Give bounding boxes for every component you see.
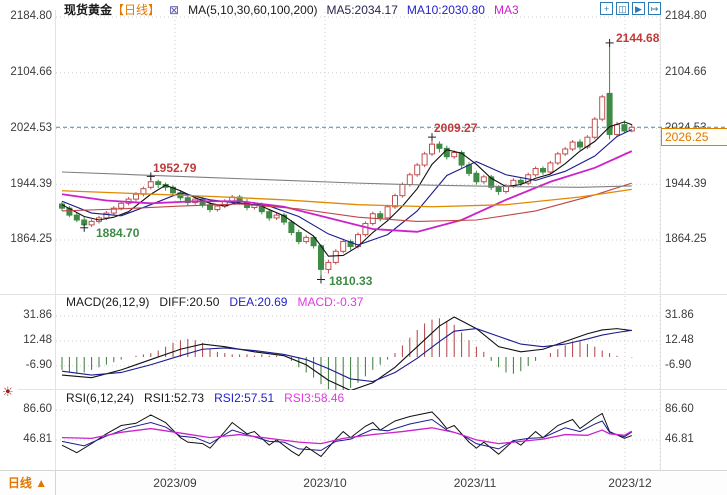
rsi-header: RSI(6,12,24) RSI1:52.73 RSI2:57.51 RSI3:… [66,391,344,405]
rsi-axis-left-tick: 46.81 [23,433,52,445]
main-axis-right-tick: 2104.66 [665,65,707,78]
rsi-axis-right-tick: 86.60 [665,403,694,415]
sun-icon[interactable]: ☀ [2,384,14,399]
main-axis-left-tick: 2024.53 [10,121,52,134]
timeframe-selector[interactable]: 日线 ▲ [0,471,56,495]
ma10-value: MA10:2030.80 [406,2,485,17]
date-tick: 2023/10 [303,476,347,490]
rsi1-value: RSI1:52.73 [144,391,205,405]
macd-axis-left-tick: 31.86 [23,309,52,321]
date-tick: 2023/09 [153,476,197,490]
crosshair-icon[interactable]: + [600,2,613,15]
rsi3-value: RSI3:58.46 [284,391,345,405]
indicator-chart-icon[interactable]: ⊠ [169,2,180,17]
macd-dea-value: DEA:20.69 [229,295,288,309]
macd-axis-right-tick: 31.86 [665,309,694,321]
rsi-axis-left-tick: 86.60 [23,403,52,415]
timeframe-label[interactable]: 【日线】 [112,3,161,17]
chart-toolbar: + ◫ ▶ ↦ [600,2,661,15]
macd-axis-left-tick: 12.48 [23,334,52,346]
macd-axis-left-tick: -6.90 [25,359,52,371]
macd-macd-value: MACD:-0.37 [297,295,364,309]
swing-low-label: 1884.70 [96,226,140,240]
swing-high-label: 2009.27 [434,121,478,135]
rsi2-value: RSI2:57.51 [214,391,275,405]
main-axis-left-tick: 1864.25 [10,233,52,245]
macd-diff-value: DIFF:20.50 [159,295,220,309]
macd-params-label[interactable]: MACD(26,12,9) [66,295,150,309]
rsi-axis-right-tick: 46.81 [665,433,694,445]
swing-low-label: 1810.33 [329,274,373,288]
date-tick: 2023/11 [453,476,497,490]
current-price-tag: 2026.25 [661,128,727,146]
main-axis-left-tick: 1944.39 [10,177,52,190]
date-tick: 2023/12 [608,476,652,490]
macd-axis-right-tick: -6.90 [665,359,692,371]
step-forward-icon[interactable]: ↦ [648,2,661,15]
chart-header: 现货黄金【日线】 ⊠ MA(5,10,30,60,100,200) MA5:20… [64,1,519,18]
swing-high-label: 2144.68 [616,31,660,45]
rsi-params-label[interactable]: RSI(6,12,24) [66,391,135,405]
main-axis-right-tick: 1864.25 [665,233,707,245]
swing-high-label: 1952.79 [153,161,197,175]
main-axis-left-tick: 2184.80 [10,10,52,22]
ma-indicator-label[interactable]: MA(5,10,30,60,100,200) [188,2,318,17]
region-stats-icon[interactable]: ◫ [616,2,629,15]
playback-icon[interactable]: ▶ [632,2,645,15]
ma30-value-truncated: MA3 [493,2,519,17]
macd-header: MACD(26,12,9) DIFF:20.50 DEA:20.69 MACD:… [66,295,363,309]
main-axis-right-tick: 2184.80 [665,10,707,22]
time-axis-bar: 日线 ▲ 2023/09 2023/10 2023/11 2023/12 [0,470,727,495]
main-axis-right-tick: 1944.39 [665,177,707,190]
symbol-name: 现货黄金 [64,3,113,17]
ma5-value: MA5:2034.17 [326,2,398,17]
main-axis-left-tick: 2104.66 [10,65,52,78]
macd-axis-right-tick: 12.48 [665,334,694,346]
